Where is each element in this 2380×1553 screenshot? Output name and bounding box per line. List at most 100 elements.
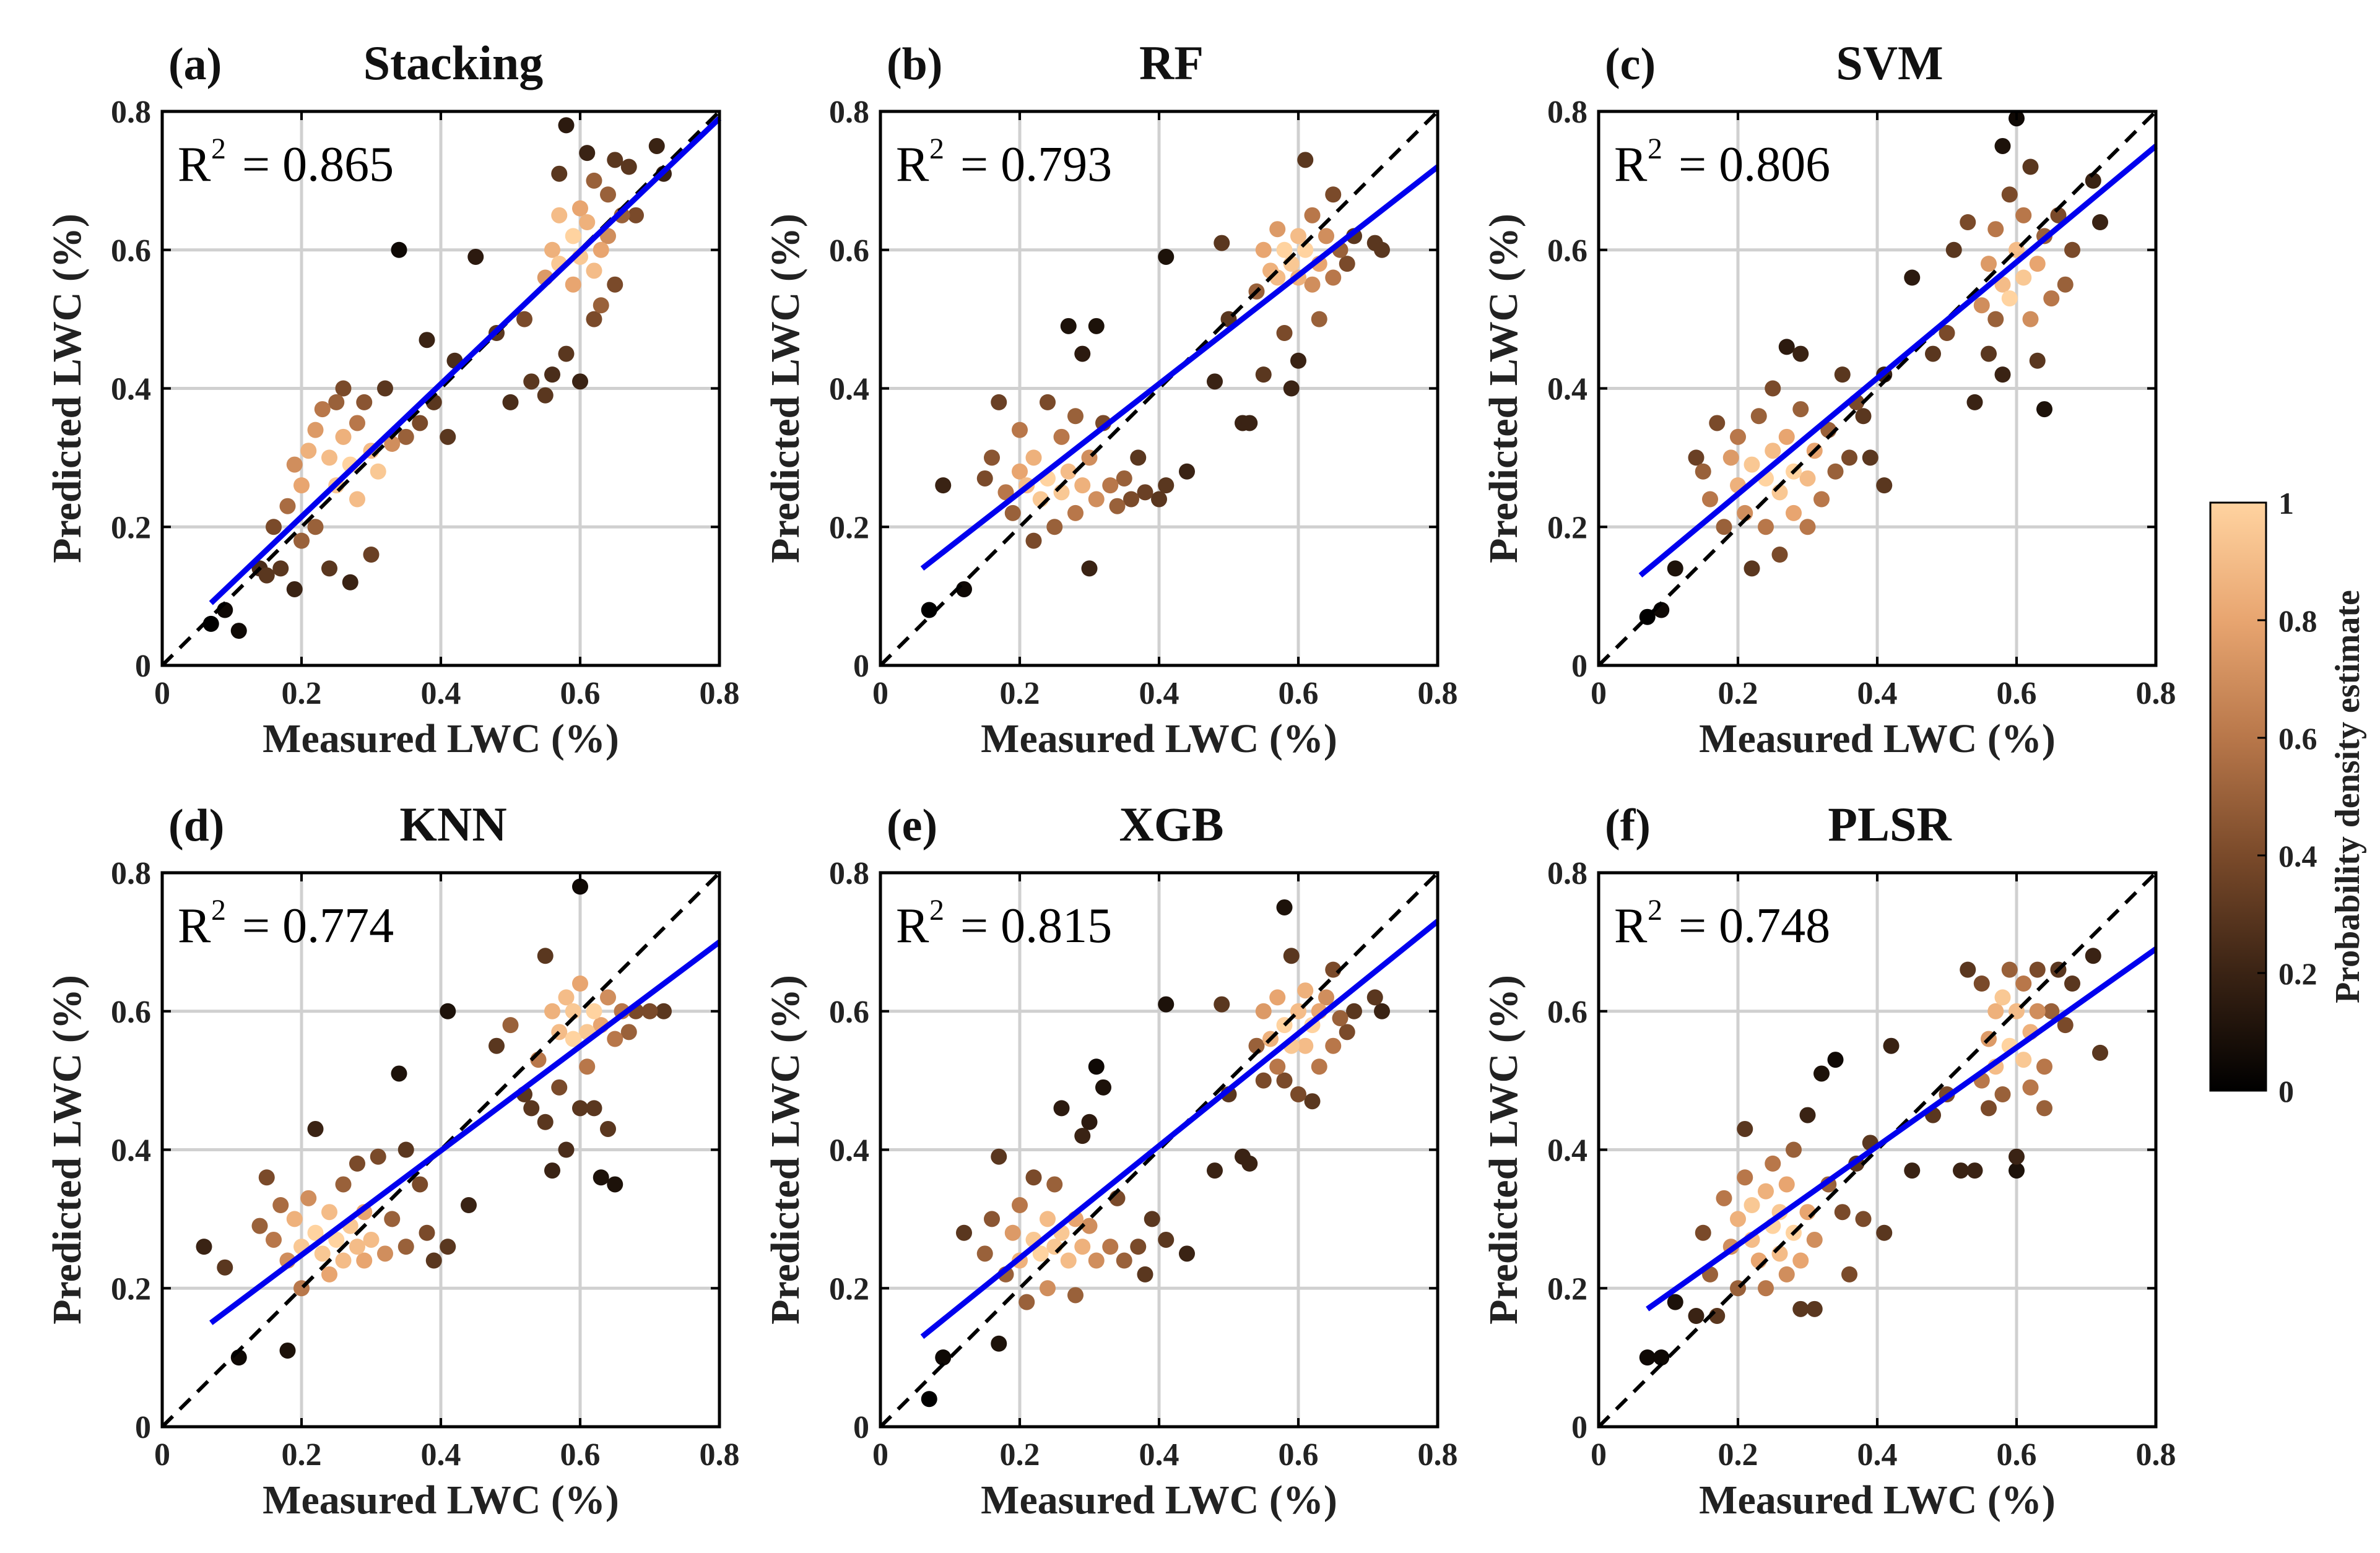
data-point (607, 1031, 623, 1047)
data-point (412, 1176, 428, 1193)
data-point (440, 428, 456, 445)
y-tick-label: 0.6 (1547, 995, 1587, 1030)
data-point (1855, 1211, 1872, 1227)
data-point (579, 145, 596, 162)
data-point (921, 602, 937, 618)
data-point (558, 345, 575, 362)
data-point (440, 1003, 456, 1019)
colorbar-tick-label: 0.2 (2278, 956, 2317, 991)
data-point (349, 1155, 365, 1172)
panel-title: Stacking (363, 36, 543, 90)
data-point (307, 1120, 324, 1137)
panel-xgb: 0 0.2 0.4 0.6 0.8 0 0.2 0.4 0.6 0.8 Measured LWC (… (763, 797, 1458, 1523)
data-point (2036, 1058, 2052, 1075)
data-point (2092, 1044, 2108, 1061)
y-tick-label: 0.4 (1547, 1133, 1587, 1169)
data-point (412, 415, 428, 431)
y-tick-label: 0 (1571, 1410, 1587, 1445)
data-point (397, 428, 414, 445)
y-tick-label: 0.4 (829, 372, 869, 407)
data-point (2085, 172, 2101, 189)
x-tick-label: 0 (154, 676, 170, 711)
colorbar: 0 0.2 0.4 0.6 0.8 1 Probability density estima… (2209, 486, 2367, 1109)
panel-title: RF (1139, 36, 1204, 90)
data-point (1255, 1003, 1272, 1019)
x-tick-label: 0.4 (421, 676, 461, 711)
data-point (1053, 428, 1070, 445)
y-tick-label: 0.4 (1547, 372, 1587, 407)
data-point (2022, 158, 2039, 175)
data-point (1012, 1197, 1028, 1213)
data-point (1716, 519, 1732, 535)
x-tick-label: 0.2 (282, 676, 322, 711)
x-tick-label: 0.6 (560, 1437, 601, 1473)
data-point (1792, 345, 1809, 362)
data-point (1304, 276, 1321, 293)
data-point (1786, 1141, 1802, 1158)
data-point (1214, 996, 1230, 1013)
data-point (593, 241, 609, 258)
data-point (1939, 325, 1955, 341)
x-tick-label: 0 (1591, 676, 1607, 711)
data-point (1758, 519, 1774, 535)
data-point (620, 158, 637, 175)
data-point (1695, 463, 1711, 480)
data-point (1987, 1003, 2004, 1019)
data-point (1255, 1072, 1272, 1089)
data-point (1060, 1252, 1077, 1269)
data-point (419, 332, 435, 348)
data-point (1276, 1072, 1293, 1089)
data-point (300, 443, 317, 459)
data-point (328, 394, 345, 410)
data-point (1695, 1224, 1711, 1241)
data-point (1994, 366, 2011, 383)
data-point (321, 1266, 337, 1283)
data-point (558, 989, 575, 1006)
data-point (1750, 408, 1767, 425)
data-point (2009, 1162, 2025, 1179)
data-point (391, 1065, 407, 1082)
data-point (425, 1252, 442, 1269)
data-point (1639, 1349, 1656, 1366)
y-tick-label: 0 (853, 649, 869, 684)
data-point (572, 200, 588, 217)
data-point (1040, 1280, 1056, 1297)
data-point (1123, 491, 1139, 508)
data-point (266, 1231, 282, 1248)
panel-plsr: 0 0.2 0.4 0.6 0.8 0 0.2 0.4 0.6 0.8 Measured LWC (… (1481, 797, 2176, 1523)
x-tick-label: 0.2 (1718, 1437, 1758, 1473)
identity-line (160, 871, 721, 1429)
data-point (544, 366, 560, 383)
data-point (1004, 1224, 1021, 1241)
data-point (586, 1003, 602, 1019)
x-tick-label: 0.6 (1997, 676, 2037, 711)
data-point (1116, 470, 1132, 487)
data-point (272, 1197, 289, 1213)
y-tick-label: 0 (1571, 649, 1587, 684)
y-tick-label: 0.2 (111, 510, 151, 545)
r2-superscript: 2 (1648, 894, 1662, 927)
data-point (2022, 1079, 2039, 1096)
data-point (1973, 297, 1990, 314)
r2-prefix: R (1614, 899, 1648, 953)
data-point (1158, 996, 1175, 1013)
data-point (572, 373, 588, 390)
data-point (641, 1003, 658, 1019)
data-point (1255, 366, 1272, 383)
data-point (2064, 975, 2080, 992)
data-point (1290, 352, 1306, 369)
data-point (997, 484, 1014, 501)
data-point (314, 401, 331, 418)
x-tick-label: 0 (872, 1437, 888, 1473)
data-point (593, 1169, 609, 1186)
colorbar-tick-label: 0.8 (2278, 603, 2317, 638)
data-point (2029, 961, 2046, 978)
panel-letter: (d) (168, 800, 224, 851)
y-tick-label: 0.2 (111, 1271, 151, 1307)
data-point (1765, 1155, 1781, 1172)
data-point (2085, 948, 2101, 964)
fit-line (209, 940, 721, 1325)
data-point (537, 948, 554, 964)
data-point (2015, 269, 2032, 286)
data-point (1297, 982, 1314, 999)
